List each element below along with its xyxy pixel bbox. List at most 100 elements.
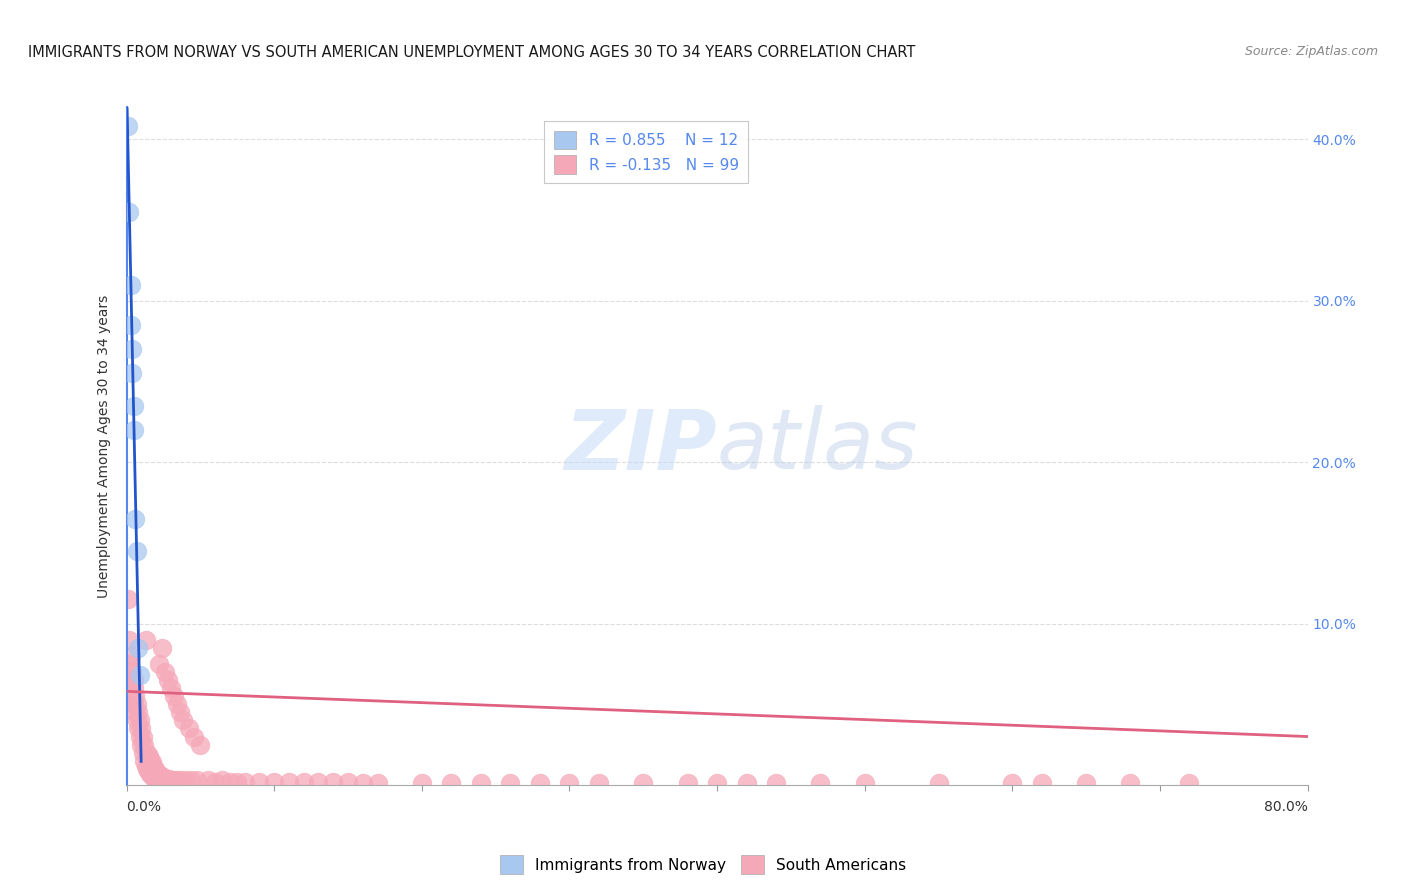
Point xyxy=(125,544,148,558)
Point xyxy=(322,774,344,789)
Point xyxy=(204,774,226,789)
Point xyxy=(1076,776,1098,790)
Point xyxy=(169,706,191,720)
Point xyxy=(149,768,172,782)
Point xyxy=(138,765,160,780)
Point xyxy=(121,689,143,703)
Point xyxy=(134,738,156,752)
Point xyxy=(150,640,173,655)
Point xyxy=(152,770,174,784)
Point xyxy=(263,774,285,789)
Point xyxy=(128,668,150,682)
Point xyxy=(139,766,162,780)
Point xyxy=(120,673,142,687)
Point xyxy=(440,776,463,790)
Point xyxy=(470,776,492,790)
Point xyxy=(134,754,156,768)
Point xyxy=(233,774,256,789)
Point xyxy=(141,756,163,770)
Point xyxy=(1178,776,1201,790)
Point xyxy=(676,776,699,790)
Point xyxy=(143,762,166,776)
Point xyxy=(1119,776,1142,790)
Point xyxy=(172,714,194,728)
Point xyxy=(124,706,146,720)
Text: IMMIGRANTS FROM NORWAY VS SOUTH AMERICAN UNEMPLOYMENT AMONG AGES 30 TO 34 YEARS : IMMIGRANTS FROM NORWAY VS SOUTH AMERICAN… xyxy=(28,45,915,60)
Point xyxy=(145,773,167,788)
Point xyxy=(167,773,190,788)
Point xyxy=(163,689,186,703)
Point xyxy=(141,768,163,782)
Point xyxy=(337,774,360,789)
Point xyxy=(142,770,165,784)
Point xyxy=(135,632,157,647)
Point xyxy=(157,772,180,786)
Point xyxy=(155,772,177,786)
Point xyxy=(411,776,433,790)
Point xyxy=(810,776,832,790)
Point xyxy=(117,592,139,607)
Point xyxy=(120,277,142,292)
Point xyxy=(118,657,141,671)
Point xyxy=(170,773,193,788)
Point xyxy=(127,722,149,736)
Point xyxy=(143,772,166,786)
Point xyxy=(124,511,146,525)
Point xyxy=(120,318,142,332)
Point xyxy=(174,773,197,788)
Point xyxy=(180,773,202,788)
Point xyxy=(188,738,212,752)
Point xyxy=(558,776,581,790)
Point xyxy=(122,681,145,695)
Point xyxy=(529,776,551,790)
Point xyxy=(197,773,219,788)
Text: 80.0%: 80.0% xyxy=(1264,800,1308,814)
Point xyxy=(129,738,153,752)
Point xyxy=(166,698,188,712)
Point xyxy=(735,776,758,790)
Point xyxy=(308,774,330,789)
Point xyxy=(1001,776,1024,790)
Point xyxy=(853,776,876,790)
Point xyxy=(129,722,153,736)
Point xyxy=(148,657,170,671)
Point xyxy=(118,632,141,647)
Point xyxy=(136,762,159,776)
Point xyxy=(588,776,610,790)
Point xyxy=(153,665,176,679)
Text: 0.0%: 0.0% xyxy=(127,800,162,814)
Point xyxy=(136,746,159,760)
Point xyxy=(121,367,143,381)
Point xyxy=(162,773,184,788)
Point xyxy=(249,774,271,789)
Point xyxy=(226,774,249,789)
Point xyxy=(128,730,150,744)
Point xyxy=(127,640,149,655)
Point xyxy=(120,648,142,663)
Point xyxy=(138,748,160,763)
Point xyxy=(278,774,301,789)
Point xyxy=(165,773,187,788)
Point xyxy=(160,681,183,695)
Point xyxy=(122,673,145,687)
Point xyxy=(765,776,787,790)
Point xyxy=(633,776,655,790)
Point xyxy=(183,730,205,744)
Point xyxy=(139,752,162,766)
Point xyxy=(186,773,208,788)
Point xyxy=(122,399,145,413)
Point xyxy=(127,706,149,720)
Text: atlas: atlas xyxy=(717,406,918,486)
Point xyxy=(125,714,148,728)
Point xyxy=(124,689,146,703)
Point xyxy=(145,765,167,780)
Point xyxy=(219,774,242,789)
Point xyxy=(117,120,139,134)
Point xyxy=(118,205,141,219)
Point xyxy=(177,722,200,736)
Point xyxy=(706,776,728,790)
Text: ZIP: ZIP xyxy=(564,406,717,486)
Point xyxy=(128,714,150,728)
Point xyxy=(1031,776,1053,790)
Point xyxy=(132,746,155,760)
